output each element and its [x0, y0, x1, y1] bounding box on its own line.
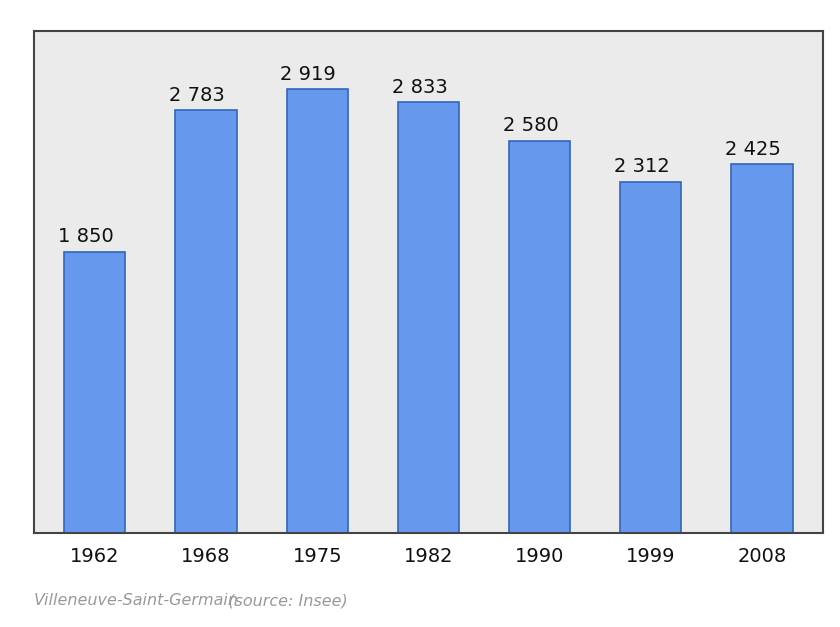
- Text: (source: Insee): (source: Insee): [218, 593, 348, 608]
- Bar: [398, 102, 459, 533]
- Bar: [64, 252, 125, 533]
- Text: 2 580: 2 580: [503, 117, 559, 135]
- Text: Villeneuve-Saint-Germain: Villeneuve-Saint-Germain: [34, 593, 239, 608]
- Text: 2 783: 2 783: [169, 86, 225, 105]
- Bar: [286, 89, 348, 533]
- Bar: [620, 182, 681, 533]
- Text: 1 850: 1 850: [58, 228, 113, 246]
- Bar: [176, 110, 237, 533]
- Text: 2 425: 2 425: [725, 140, 781, 159]
- Text: 2 919: 2 919: [281, 65, 336, 84]
- Bar: [509, 141, 570, 533]
- Text: 2 833: 2 833: [391, 78, 448, 97]
- Text: 2 312: 2 312: [614, 157, 669, 176]
- Bar: [732, 164, 793, 533]
